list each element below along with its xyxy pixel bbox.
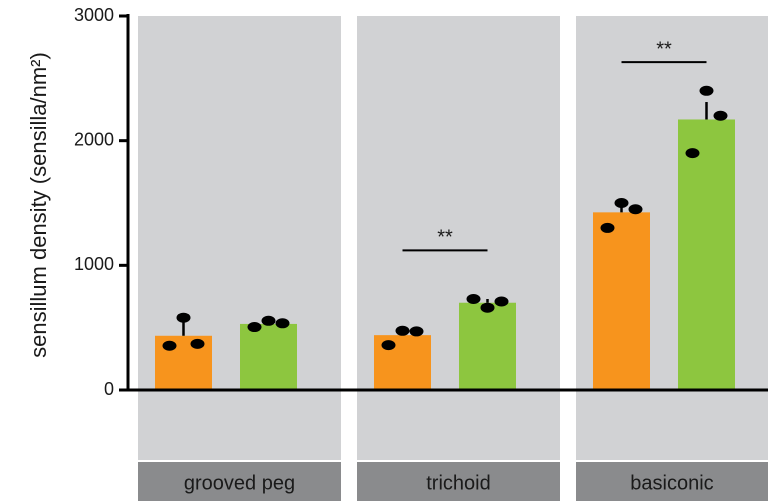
category-label: grooved peg (184, 472, 295, 494)
data-point (699, 85, 714, 96)
bar (678, 119, 735, 391)
data-point (162, 340, 177, 351)
y-tick-label: 2000 (74, 129, 114, 149)
significance-label: ** (437, 227, 453, 249)
data-point (466, 293, 481, 304)
y-tick-label: 0 (104, 379, 114, 399)
category-box (357, 462, 560, 501)
y-tick-label: 3000 (74, 5, 114, 25)
data-point (261, 315, 276, 326)
data-point (409, 326, 424, 337)
data-point (275, 318, 290, 329)
panel (357, 16, 560, 460)
category-box (138, 462, 341, 501)
data-point (685, 148, 700, 159)
data-point (614, 198, 629, 208)
significance-label: ** (656, 38, 672, 60)
category-box (576, 462, 768, 501)
data-point (494, 296, 509, 307)
y-axis-label: sensillum density (sensilla/nm²) (26, 52, 51, 358)
category-label: basiconic (630, 472, 713, 494)
panel (138, 16, 341, 460)
bar (459, 302, 516, 390)
y-tick-label: 1000 (74, 254, 114, 274)
data-point (628, 204, 643, 215)
bar (593, 212, 650, 390)
data-point (480, 302, 495, 313)
data-point (381, 340, 396, 351)
data-point (190, 338, 205, 349)
data-point (176, 312, 191, 323)
category-label: trichoid (426, 472, 490, 494)
data-point (395, 325, 410, 336)
bar (240, 323, 297, 390)
data-point (713, 110, 728, 121)
data-point (600, 222, 615, 233)
data-point (247, 322, 262, 333)
